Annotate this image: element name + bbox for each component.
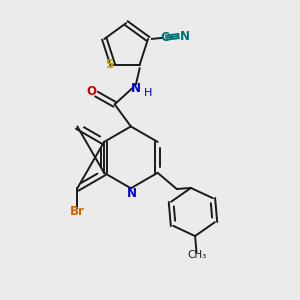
Text: H: H (143, 88, 152, 98)
Text: CH₃: CH₃ (188, 250, 207, 260)
Text: N: N (180, 30, 190, 43)
Text: Br: Br (70, 205, 85, 218)
Text: O: O (86, 85, 96, 98)
Text: N: N (131, 82, 141, 95)
Text: S: S (105, 58, 113, 71)
Text: C: C (160, 31, 169, 44)
Text: N: N (127, 187, 137, 200)
